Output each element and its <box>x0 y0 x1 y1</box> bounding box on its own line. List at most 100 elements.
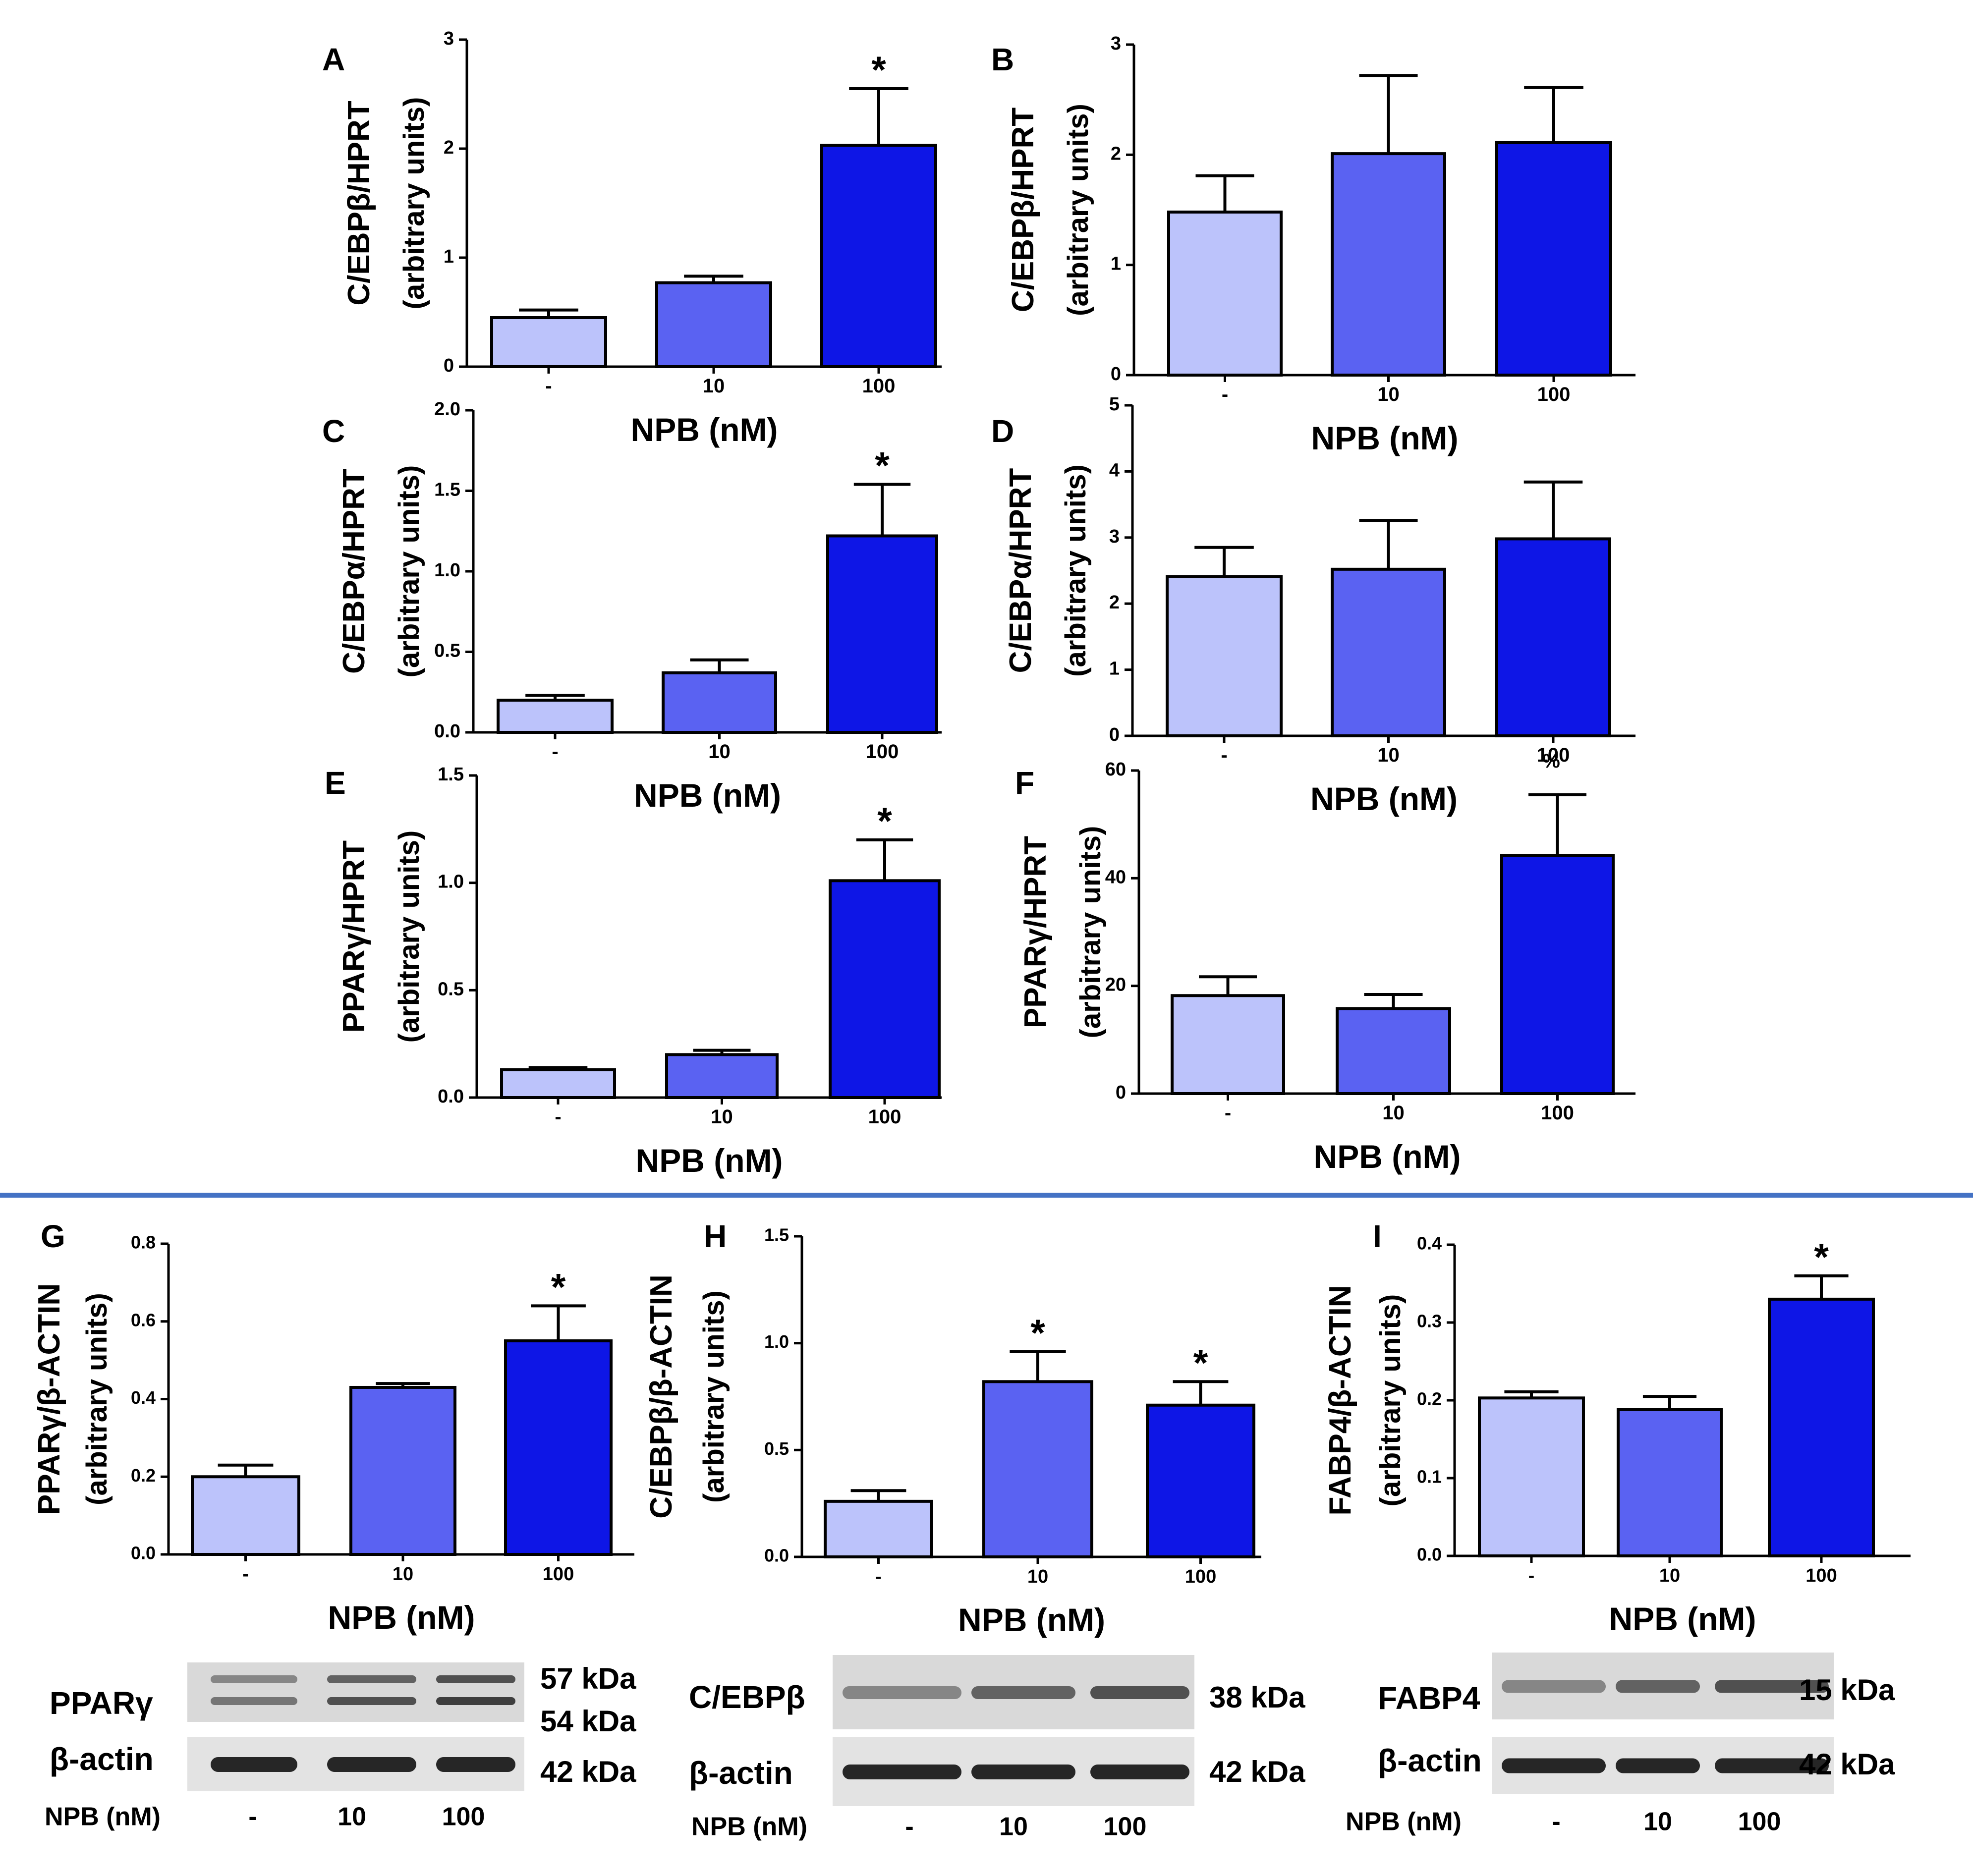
x-axis-title: NPB (nM) <box>1609 1600 1756 1637</box>
bar-100nm <box>1768 1297 1875 1557</box>
lane-label: 100 <box>442 1803 485 1831</box>
blot-actin-label: β-actin <box>1378 1743 1482 1778</box>
blot-band <box>1715 1680 1829 1693</box>
kda-marker: 54 kDa <box>540 1705 636 1738</box>
x-axis-title: NPB (nM) <box>328 1599 475 1636</box>
panel-e-chart: E 0.0 0.5 1.0 1.5 - 10 * 100 NPB (nM) PPARγ/HPRT (a… <box>325 764 942 1179</box>
blot-target-label: C/EBPβ <box>689 1679 805 1715</box>
bar-control <box>191 1475 300 1556</box>
y-axis-subtitle: (arbitrary units) <box>1374 1294 1407 1507</box>
y-axis-title: C/EBPα/HPRT <box>1004 468 1038 673</box>
y-tick-label: 1 <box>1109 659 1120 679</box>
panel-i-western-blot: FABP4 β-actin 15 kDa 42 kDa NPB (nM) - 10 100 <box>1346 1653 1895 1836</box>
x-tick-label: - <box>242 1564 249 1585</box>
kda-marker: 42 kDa <box>1209 1755 1305 1788</box>
x-tick-label: - <box>1225 1102 1231 1124</box>
significance-asterisk: * <box>1814 1236 1829 1278</box>
bar-10nm <box>655 281 772 368</box>
lane-label: 100 <box>1104 1813 1147 1841</box>
blot-band-upper <box>327 1675 416 1683</box>
blot-band <box>843 1686 961 1699</box>
bar-100nm <box>1495 141 1612 377</box>
lane-axis-label: NPB (nM) <box>45 1803 161 1831</box>
bar-control <box>1478 1396 1585 1558</box>
bar-100nm <box>504 1339 613 1556</box>
bar-10nm <box>1336 1007 1451 1095</box>
y-axis-subtitle: (arbitrary units) <box>1062 104 1094 316</box>
lane-label: 10 <box>999 1813 1028 1841</box>
x-tick-label: - <box>1222 384 1228 405</box>
y-tick-label: 2 <box>1111 143 1121 164</box>
y-tick-label: 60 <box>1105 759 1126 780</box>
y-tick-label: 0.1 <box>1417 1467 1442 1487</box>
x-tick-label: 10 <box>703 375 725 397</box>
y-tick-label: 1.0 <box>434 560 460 581</box>
bar-control <box>490 316 607 368</box>
panel-letter: A <box>322 42 345 77</box>
x-tick-label: 10 <box>393 1564 413 1585</box>
bar-10nm <box>1617 1408 1723 1558</box>
panel-f-chart: F 0 20 40 60 - 10 100 NPB (nM) PPARγ/HPRT (arbitra… <box>1015 759 1635 1175</box>
lane-axis-label: NPB (nM) <box>691 1813 807 1841</box>
y-tick-label: 4 <box>1109 460 1120 481</box>
y-tick-label: 0.0 <box>438 1086 464 1107</box>
bar-10nm <box>349 1385 456 1556</box>
y-axis-subtitle: (arbitrary units) <box>393 830 425 1043</box>
y-tick-label: 1.5 <box>434 480 460 500</box>
blot-band-upper <box>436 1675 515 1683</box>
x-tick-label: - <box>545 375 552 397</box>
y-tick-label: 1.5 <box>438 764 464 785</box>
stray-percent-glyph: % <box>1542 750 1560 772</box>
blot-target-label: PPARγ <box>50 1685 153 1721</box>
significance-asterisk: * <box>551 1266 566 1308</box>
bar-control <box>1171 994 1285 1096</box>
bar-control <box>1167 210 1283 377</box>
y-axis-title: PPARγ/β-ACTIN <box>32 1283 66 1515</box>
lane-label: - <box>905 1813 913 1841</box>
blot-actin-label: β-actin <box>689 1755 793 1791</box>
bar-10nm <box>662 671 777 734</box>
panel-g-western-blot: PPARγ β-actin 57 kDa 54 kDa 42 kDa NPB (nM) - 1… <box>45 1662 636 1831</box>
x-tick-label: - <box>1528 1565 1535 1586</box>
x-tick-label: 100 <box>543 1564 574 1585</box>
bar-100nm <box>826 534 938 734</box>
x-axis-title: NPB (nM) <box>1314 1138 1461 1175</box>
y-tick-label: 0.0 <box>131 1543 156 1563</box>
lane-label: 100 <box>1738 1808 1781 1836</box>
y-axis-subtitle: (arbitrary units) <box>698 1290 730 1503</box>
blot-band-actin <box>971 1765 1075 1779</box>
x-axis-title: NPB (nM) <box>636 1142 783 1179</box>
x-tick-label: 10 <box>1382 1102 1405 1124</box>
y-axis-subtitle: (arbitrary units) <box>393 465 425 678</box>
y-tick-label: 40 <box>1105 867 1126 887</box>
bar-10nm <box>982 1380 1093 1558</box>
y-tick-label: 5 <box>1109 394 1120 415</box>
y-axis-subtitle: (arbitrary units) <box>1060 464 1092 677</box>
bar-100nm <box>1146 1403 1255 1559</box>
kda-marker: 42 kDa <box>540 1755 636 1788</box>
blot-band <box>1616 1680 1700 1693</box>
y-axis-title: PPARγ/HPRT <box>1018 836 1053 1028</box>
lane-axis-label: NPB (nM) <box>1346 1808 1462 1836</box>
panel-a-chart: A 0 1 2 3 - 10 * 100 NPB (nM) C/EBPβ/HPRT (arbitrar… <box>322 28 942 448</box>
blot-band <box>1502 1680 1606 1693</box>
y-tick-label: 20 <box>1105 975 1126 995</box>
blot-band-lower <box>436 1697 515 1705</box>
panel-letter: E <box>325 765 346 801</box>
y-tick-label: 1.5 <box>764 1225 789 1245</box>
x-axis-title: NPB (nM) <box>1311 420 1459 456</box>
blot-band-actin <box>327 1757 416 1772</box>
y-tick-label: 0.6 <box>131 1310 156 1330</box>
blot-strip-target <box>187 1662 524 1722</box>
bar-100nm <box>820 144 937 368</box>
y-tick-label: 1.0 <box>438 872 464 892</box>
x-tick-label: 100 <box>868 1106 902 1128</box>
x-tick-label: 10 <box>1027 1566 1048 1587</box>
y-tick-label: 0 <box>1116 1082 1126 1103</box>
panel-letter: H <box>704 1218 727 1254</box>
y-axis-title: FABP4/β-ACTIN <box>1323 1285 1357 1516</box>
significance-asterisk: * <box>1193 1342 1208 1384</box>
lane-label: 10 <box>1643 1808 1672 1836</box>
y-tick-label: 0 <box>1109 724 1120 745</box>
y-tick-label: 0 <box>444 355 454 376</box>
